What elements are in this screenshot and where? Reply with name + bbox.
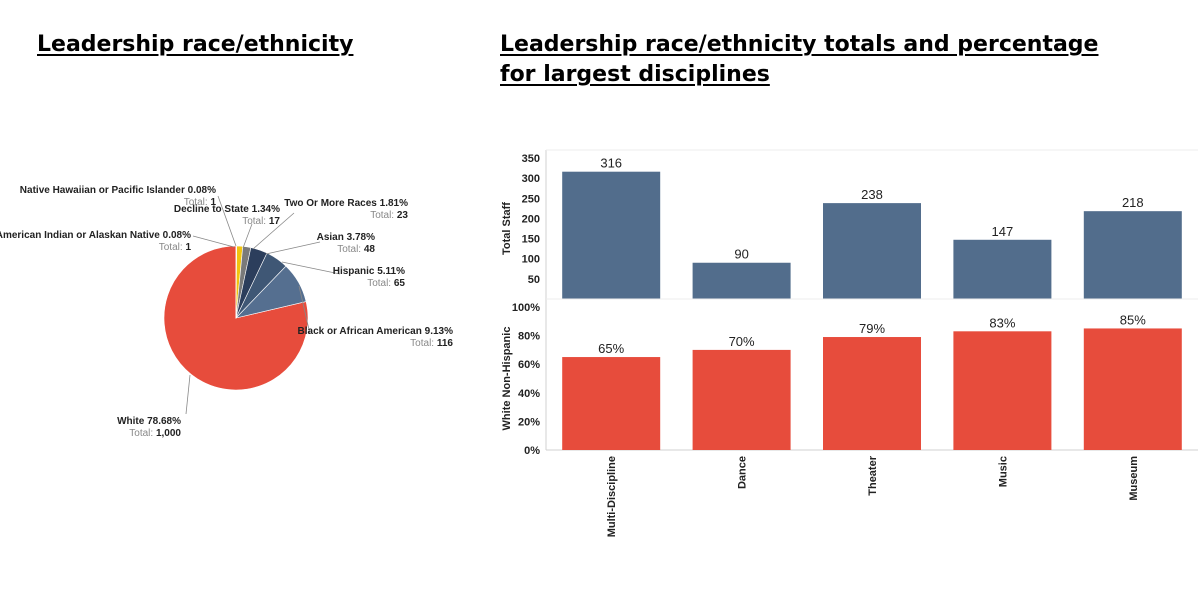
white-pct-data-label: 70%: [729, 334, 755, 349]
pie-leader-line: [281, 261, 341, 275]
pie-total-hispanic: Total: 65: [367, 278, 405, 289]
pie-total-two-or-more-races: Total: 23: [370, 210, 408, 221]
total-staff-bar-theater: [823, 203, 921, 299]
category-label-museum: Museum: [1128, 456, 1140, 501]
white-pct-data-label: 79%: [859, 321, 885, 336]
total-staff-data-label: 147: [992, 224, 1014, 239]
white-pct-y-tick: 80%: [518, 331, 540, 343]
white-pct-bar-music: [953, 331, 1052, 450]
pie-label-native-hawaiian-or-pacific-islander: Native Hawaiian or Pacific Islander 0.08…: [20, 185, 216, 196]
white-pct-y-tick: 100%: [512, 302, 540, 314]
white-pct-data-label: 85%: [1120, 312, 1146, 327]
total-staff-y-tick: 100: [522, 254, 540, 266]
total-staff-y-tick: 150: [522, 234, 540, 246]
pie-total-value: 116: [437, 338, 454, 349]
pie-total-value: 1,000: [156, 428, 181, 439]
pie-leader-line: [217, 195, 237, 247]
category-label-multi-discipline: Multi-Discipline: [606, 456, 618, 537]
pie-label-american-indian-or-alaskan-native: American Indian or Alaskan Native 0.08%: [0, 230, 191, 241]
pie-total-value: 48: [364, 244, 376, 255]
pie-label-white: White 78.68%: [117, 416, 181, 427]
pie-leader-line: [298, 285, 311, 335]
white-pct-y-tick: 20%: [518, 416, 540, 428]
white-pct-bar-multi-discipline: [562, 357, 661, 450]
total-staff-data-label: 218: [1122, 195, 1144, 210]
category-label-dance: Dance: [737, 456, 749, 489]
category-label-music: Music: [997, 456, 1009, 487]
total-staff-y-tick: 350: [522, 153, 540, 165]
white-pct-data-label: 83%: [989, 315, 1015, 330]
pie-total-value: 17: [269, 216, 281, 227]
white-pct-bar-museum: [1083, 328, 1182, 450]
total-staff-bar-dance: [692, 262, 791, 299]
total-staff-data-label: 90: [734, 247, 748, 262]
total-staff-bar-multi-discipline: [562, 171, 661, 299]
pie-total-value: 23: [397, 210, 409, 221]
pie-total-black-or-african-american: Total: 116: [410, 338, 453, 349]
pie-slice-black-or-african-american: [235, 265, 307, 319]
pie-leader-line: [185, 374, 191, 415]
total-staff-y-tick: 200: [522, 213, 540, 225]
pie-total-american-indian-or-alaskan-native: Total: 1: [159, 242, 192, 253]
pie-leader-line: [192, 235, 235, 248]
pie-label-two-or-more-races: Two Or More Races 1.81%: [284, 198, 408, 209]
white-pct-y-tick: 0%: [524, 445, 540, 457]
right-chart-title: Leadership race/ethnicity totals and per…: [500, 32, 1099, 87]
pie-leader-line: [265, 241, 321, 255]
pie-total-value: 1: [210, 197, 216, 208]
pie-total-native-hawaiian-or-pacific-islander: Total: 1: [184, 197, 217, 208]
pie-leader-line: [252, 212, 295, 250]
total-staff-bar-music: [953, 239, 1052, 299]
pie-label-decline-to-state: Decline to State 1.34%: [174, 204, 280, 215]
left-chart-title: Leadership race/ethnicity: [37, 32, 354, 57]
white-pct-y-tick: 40%: [518, 388, 540, 400]
white-pct-y-axis-title: White Non-Hispanic: [501, 327, 513, 431]
pie-label-black-or-african-american: Black or African American 9.13%: [298, 326, 454, 337]
total-staff-data-label: 238: [861, 187, 883, 202]
total-staff-y-tick: 250: [522, 193, 540, 205]
category-label-theater: Theater: [867, 455, 879, 495]
pie-total-value: 65: [394, 278, 406, 289]
white-pct-data-label: 65%: [598, 341, 624, 356]
pie-label-asian: Asian 3.78%: [317, 232, 375, 243]
total-staff-data-label: 316: [600, 156, 622, 171]
total-staff-y-tick: 50: [528, 274, 540, 286]
pie-total-value: 1: [185, 242, 191, 253]
total-staff-bar-museum: [1083, 211, 1182, 299]
pie-total-asian: Total: 48: [337, 244, 375, 255]
white-pct-bar-theater: [823, 337, 921, 450]
total-staff-y-tick: 300: [522, 173, 540, 185]
pie-label-hispanic: Hispanic 5.11%: [333, 266, 405, 277]
white-pct-y-tick: 60%: [518, 359, 540, 371]
pie-leader-line: [242, 223, 253, 249]
total-staff-y-axis-title: Total Staff: [501, 202, 513, 255]
white-pct-bar-dance: [692, 349, 791, 450]
pie-total-decline-to-state: Total: 17: [242, 216, 280, 227]
pie-total-white: Total: 1,000: [129, 428, 181, 439]
